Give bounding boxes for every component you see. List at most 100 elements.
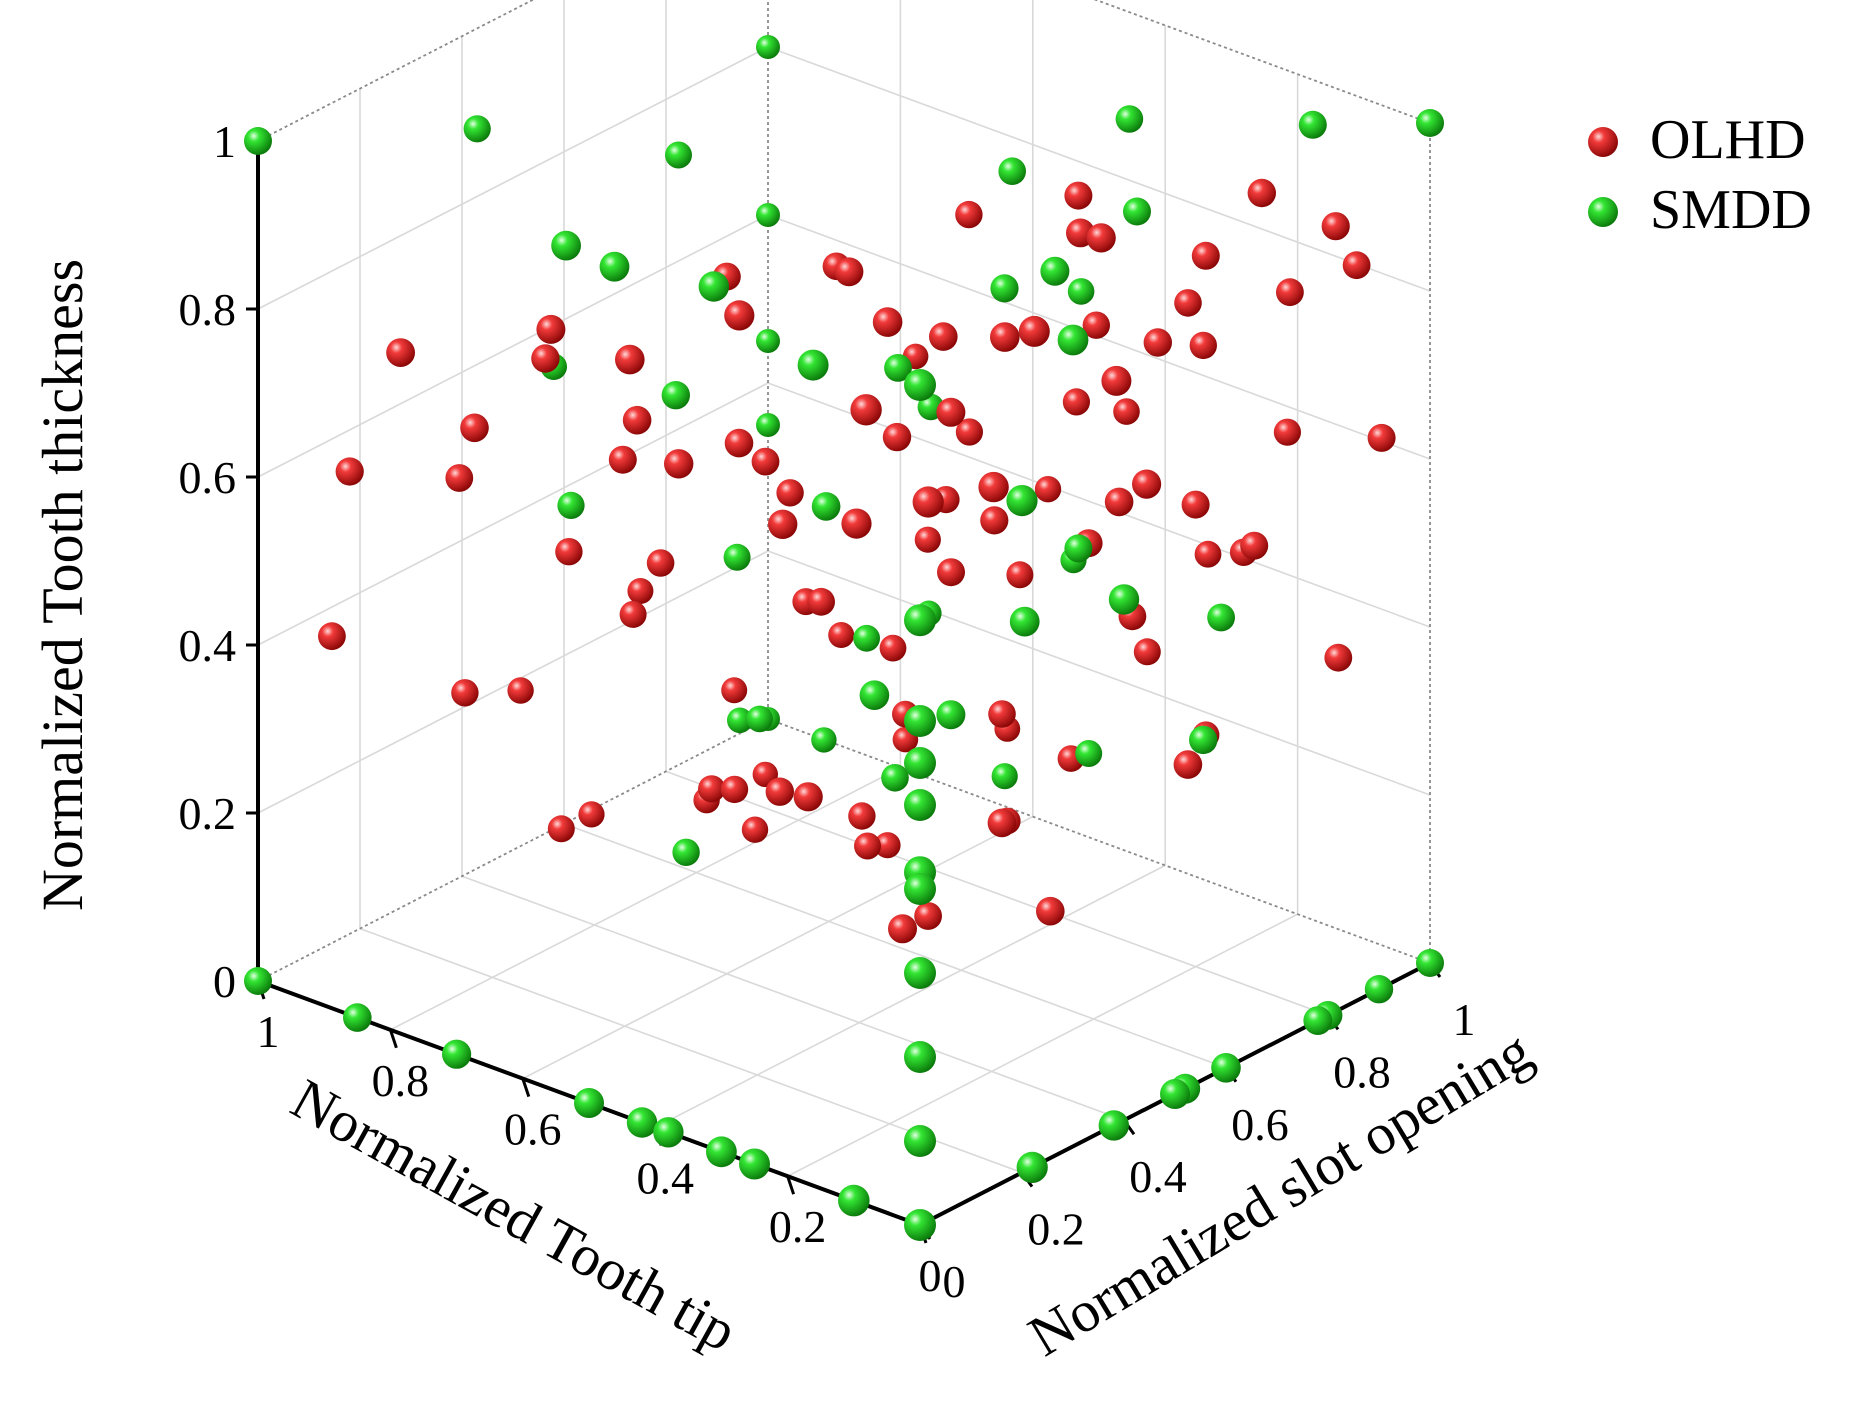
smdd-point xyxy=(672,838,700,866)
olhd-point xyxy=(751,447,780,476)
smdd-point xyxy=(998,157,1026,185)
olhd-point xyxy=(850,394,882,426)
y-tick-label: 0.2 xyxy=(1027,1204,1085,1255)
olhd-point xyxy=(1194,540,1222,568)
x-axis-tick xyxy=(521,1078,531,1098)
y-tick-label: 0.8 xyxy=(1333,1046,1391,1097)
smdd-point xyxy=(723,543,751,571)
smdd-point xyxy=(904,1041,936,1073)
olhd-point xyxy=(335,457,364,486)
olhd-point xyxy=(646,549,675,577)
smdd-point xyxy=(884,354,912,382)
olhd-point xyxy=(531,344,560,373)
grid-line-xwall-z xyxy=(257,382,769,646)
x-axis-tick xyxy=(388,1029,398,1049)
olhd-point xyxy=(741,816,769,843)
olhd-point xyxy=(765,777,794,806)
smdd-point xyxy=(1016,1151,1048,1183)
x-tick-label: 0 xyxy=(919,1250,942,1301)
smdd-point xyxy=(853,624,880,652)
olhd-point xyxy=(807,587,835,616)
grid-line-ywall-z xyxy=(767,382,1431,628)
olhd-point xyxy=(882,422,912,452)
z-tick-label: 1 xyxy=(213,116,236,167)
z-tick-label: 0.6 xyxy=(179,452,237,503)
olhd-point xyxy=(841,508,872,539)
smdd-point xyxy=(653,1117,684,1148)
smdd-point xyxy=(1115,105,1144,133)
olhd-point xyxy=(451,679,479,707)
grid-line-floor-x xyxy=(787,913,1298,1177)
x-tick-label: 1 xyxy=(257,1006,280,1057)
olhd-point xyxy=(1273,418,1301,446)
olhd-point xyxy=(536,314,566,344)
olhd-point xyxy=(578,801,605,828)
smdd-point xyxy=(442,1039,472,1069)
olhd-point xyxy=(1036,896,1065,926)
olhd-point xyxy=(955,200,983,229)
olhd-point xyxy=(724,300,755,331)
x-tick-label: 0.6 xyxy=(504,1104,562,1155)
smdd-point xyxy=(1189,725,1218,755)
smdd-point xyxy=(904,1209,936,1241)
smdd-point xyxy=(756,203,780,227)
olhd-point xyxy=(955,418,984,446)
olhd-point xyxy=(721,677,748,704)
olhd-point xyxy=(854,832,881,860)
olhd-point xyxy=(988,700,1016,728)
olhd-point xyxy=(386,338,415,367)
smdd-point xyxy=(1364,975,1394,1004)
olhd-point xyxy=(627,578,654,604)
grid-line-floor-x xyxy=(522,815,1034,1080)
smdd-point xyxy=(698,271,729,302)
olhd-point xyxy=(914,526,941,553)
smdd-point xyxy=(727,707,753,734)
olhd-point xyxy=(937,558,965,587)
smdd-point xyxy=(244,127,272,155)
olhd-point xyxy=(615,344,645,375)
smdd-point xyxy=(557,491,585,519)
olhd-point xyxy=(445,464,474,492)
smdd-point xyxy=(661,381,690,410)
frame-edge xyxy=(1093,0,1431,124)
olhd-point xyxy=(978,471,1009,503)
legend: OLHD SMDD xyxy=(1588,109,1812,241)
olhd-point xyxy=(834,257,864,287)
smdd-point xyxy=(1006,485,1038,517)
olhd-point xyxy=(879,634,907,662)
x-tick-label: 0.2 xyxy=(769,1201,827,1252)
smdd-point xyxy=(797,349,829,381)
y-tick-label: 0.6 xyxy=(1231,1099,1289,1150)
smdd-point xyxy=(838,1184,870,1217)
olhd-point xyxy=(1034,476,1062,503)
olhd-point xyxy=(460,413,489,443)
smdd-point xyxy=(1009,606,1040,637)
olhd-point xyxy=(828,622,855,648)
smdd-point xyxy=(244,967,272,995)
olhd-point xyxy=(888,914,917,944)
smdd-point xyxy=(904,957,936,989)
points-layer xyxy=(244,35,1444,1241)
olhd-point xyxy=(768,509,798,539)
smdd-point xyxy=(665,141,692,169)
olhd-point xyxy=(874,832,901,859)
smdd-point xyxy=(1303,1006,1333,1035)
smdd-point xyxy=(599,251,630,282)
smdd-point xyxy=(1123,197,1151,226)
olhd-point xyxy=(1018,315,1050,347)
y-tick-label: 1 xyxy=(1453,994,1476,1045)
olhd-point xyxy=(1006,561,1034,589)
olhd-point xyxy=(1240,531,1269,560)
olhd-point xyxy=(1064,181,1093,210)
smdd-point xyxy=(904,789,936,821)
olhd-point xyxy=(1101,365,1132,396)
olhd-point xyxy=(980,506,1009,535)
olhd-point xyxy=(698,775,726,803)
z-tick-label: 0.4 xyxy=(179,620,237,671)
olhd-point xyxy=(1324,643,1353,672)
grid-line-floor-x xyxy=(390,767,901,1031)
smdd-point xyxy=(1298,110,1327,139)
z-tick-label: 0.2 xyxy=(179,788,237,839)
olhd-point xyxy=(1247,178,1277,208)
